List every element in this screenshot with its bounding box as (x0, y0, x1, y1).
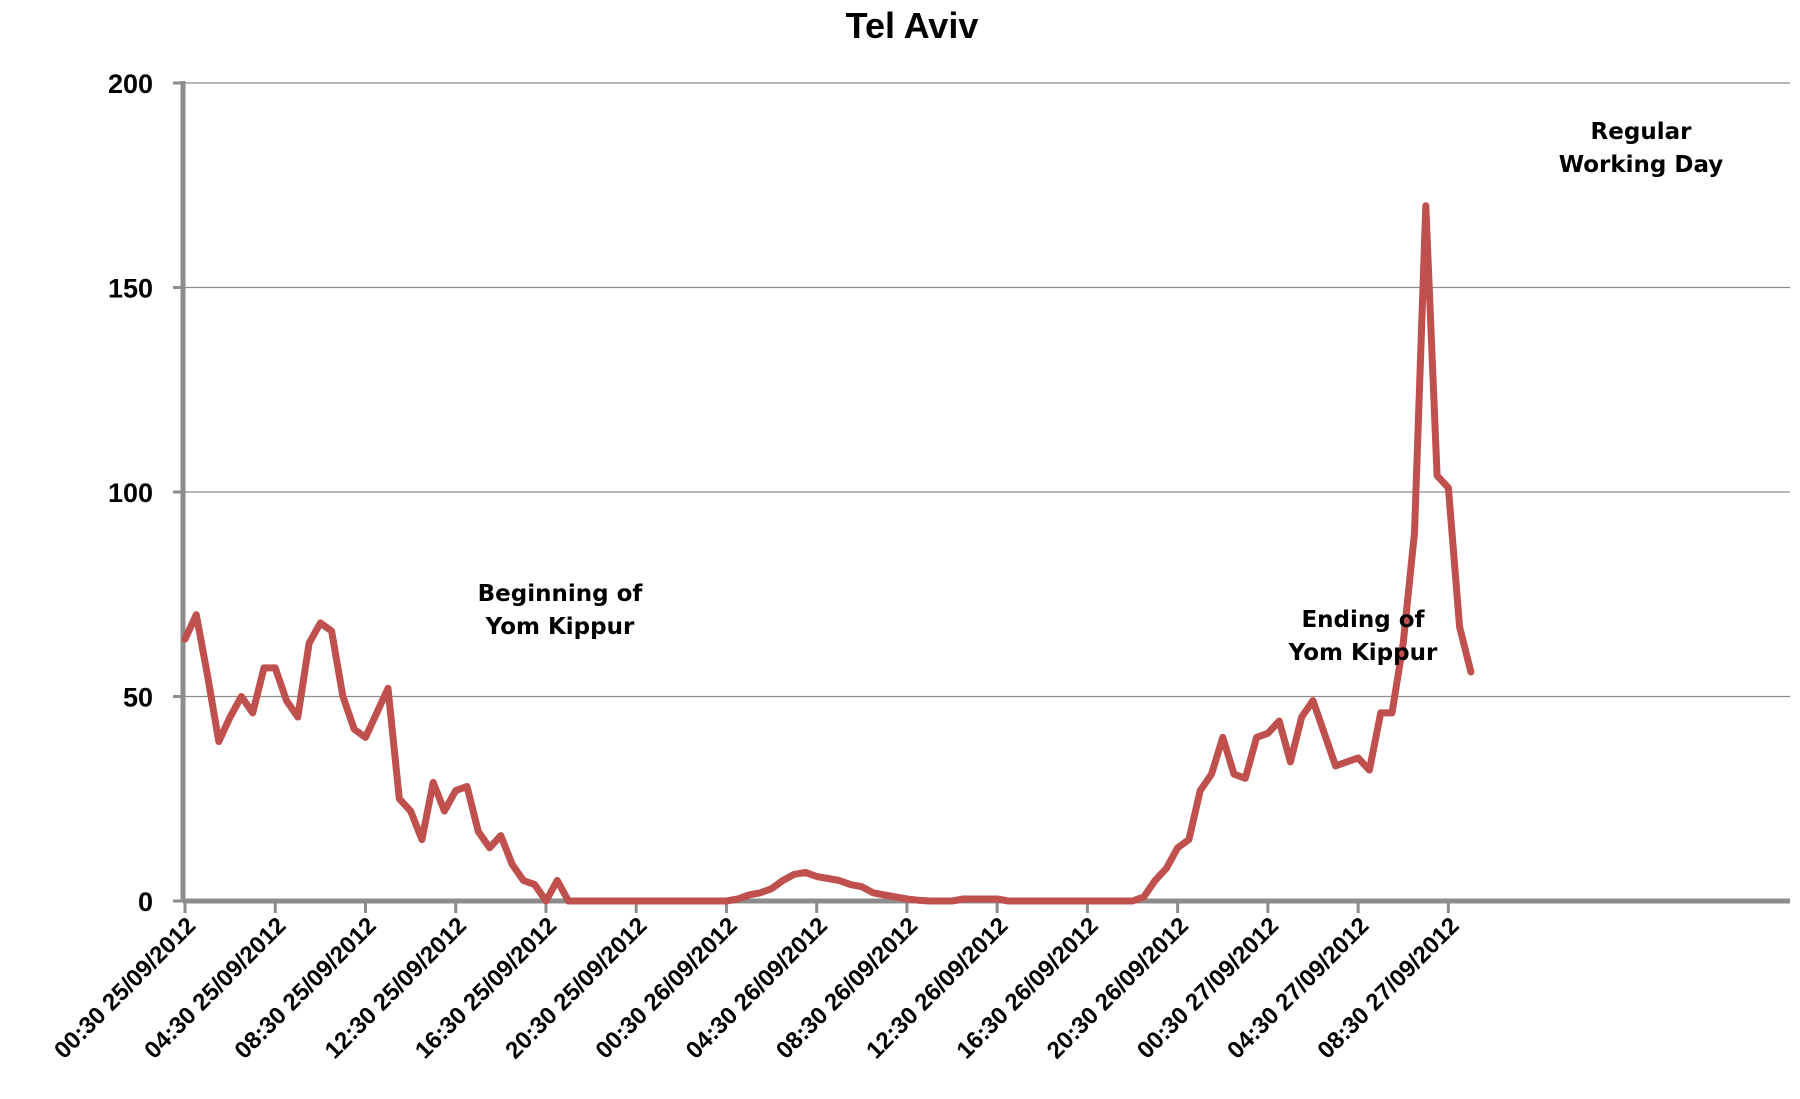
annotation-1: Ending of Yom Kippur (1288, 607, 1438, 666)
annotation-text: Beginning of (478, 581, 644, 607)
y-tick-label: 100 (108, 478, 153, 508)
annotation-text: Regular (1591, 119, 1693, 145)
y-tick-label: 150 (108, 274, 153, 304)
series-layer (181, 202, 1475, 905)
annotations: Beginning of Yom Kippur Ending of Yom Kippu… (478, 119, 1724, 666)
gridlines (183, 82, 1790, 698)
annotation-2: Regular Working Day (1559, 119, 1724, 178)
chart-title: Tel Aviv (846, 5, 979, 46)
annotation-text: Working Day (1559, 152, 1724, 178)
y-tick-label: 50 (123, 683, 153, 713)
y-axis-tick-labels: 0 50 100 150 200 (108, 69, 153, 917)
annotation-text: Yom Kippur (485, 614, 635, 640)
annotation-0: Beginning of Yom Kippur (478, 581, 644, 640)
annotation-text: Yom Kippur (1288, 640, 1438, 666)
axes (173, 81, 1790, 913)
annotation-text: Ending of (1301, 607, 1425, 633)
y-tick-label: 200 (108, 69, 153, 99)
series-line (181, 202, 1475, 905)
y-tick-label: 0 (138, 887, 153, 917)
